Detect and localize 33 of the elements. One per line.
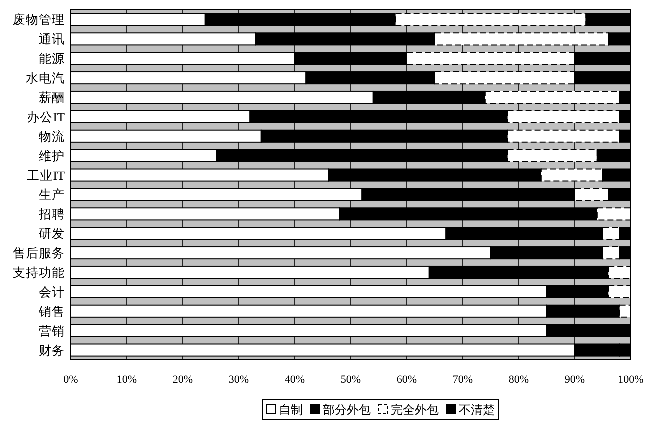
y-tick-label: 维护 bbox=[39, 149, 65, 164]
x-tick-label: 0% bbox=[64, 374, 78, 386]
y-tick-label: 售后服务 bbox=[13, 246, 65, 261]
y-tick-label: 物流 bbox=[39, 128, 65, 144]
x-tick-label: 70% bbox=[452, 374, 474, 386]
y-tick-label: 能源 bbox=[39, 52, 65, 66]
y-tick-label: 会计 bbox=[39, 285, 65, 300]
y-tick-label: 办公IT bbox=[27, 110, 66, 124]
x-tick-label: 20% bbox=[172, 374, 194, 386]
y-tick-label: 招聘 bbox=[38, 208, 65, 222]
y-tick-label: 水电汽 bbox=[26, 72, 65, 86]
y-tick-label: 工业IT bbox=[27, 168, 66, 183]
y-tick-label: 生产 bbox=[39, 188, 65, 202]
legend-label: 不清楚 bbox=[459, 403, 495, 417]
x-tick-label: 80% bbox=[508, 374, 530, 386]
legend-label: 自制 bbox=[279, 403, 303, 417]
y-tick-label: 财务 bbox=[39, 344, 65, 358]
y-tick-label: 销售 bbox=[38, 304, 65, 319]
x-tick-label: 90% bbox=[564, 374, 586, 386]
x-tick-label: 30% bbox=[228, 374, 250, 386]
legend-label: 部分外包 bbox=[323, 403, 371, 417]
y-tick-label: 通讯 bbox=[39, 32, 65, 47]
y-tick-label: 支持功能 bbox=[13, 266, 65, 280]
x-tick-label: 10% bbox=[116, 374, 138, 386]
y-tick-label: 薪酬 bbox=[39, 91, 65, 105]
legend-label: 完全外包 bbox=[391, 403, 439, 417]
y-tick-label: 研发 bbox=[39, 227, 65, 242]
x-tick-label: 40% bbox=[284, 374, 306, 386]
y-tick-label: 营销 bbox=[39, 324, 65, 338]
x-tick-label: 60% bbox=[396, 374, 418, 386]
y-tick-label: 废物管理 bbox=[13, 13, 65, 28]
x-tick-label: 100% bbox=[618, 374, 644, 386]
x-tick-label: 50% bbox=[340, 374, 362, 386]
